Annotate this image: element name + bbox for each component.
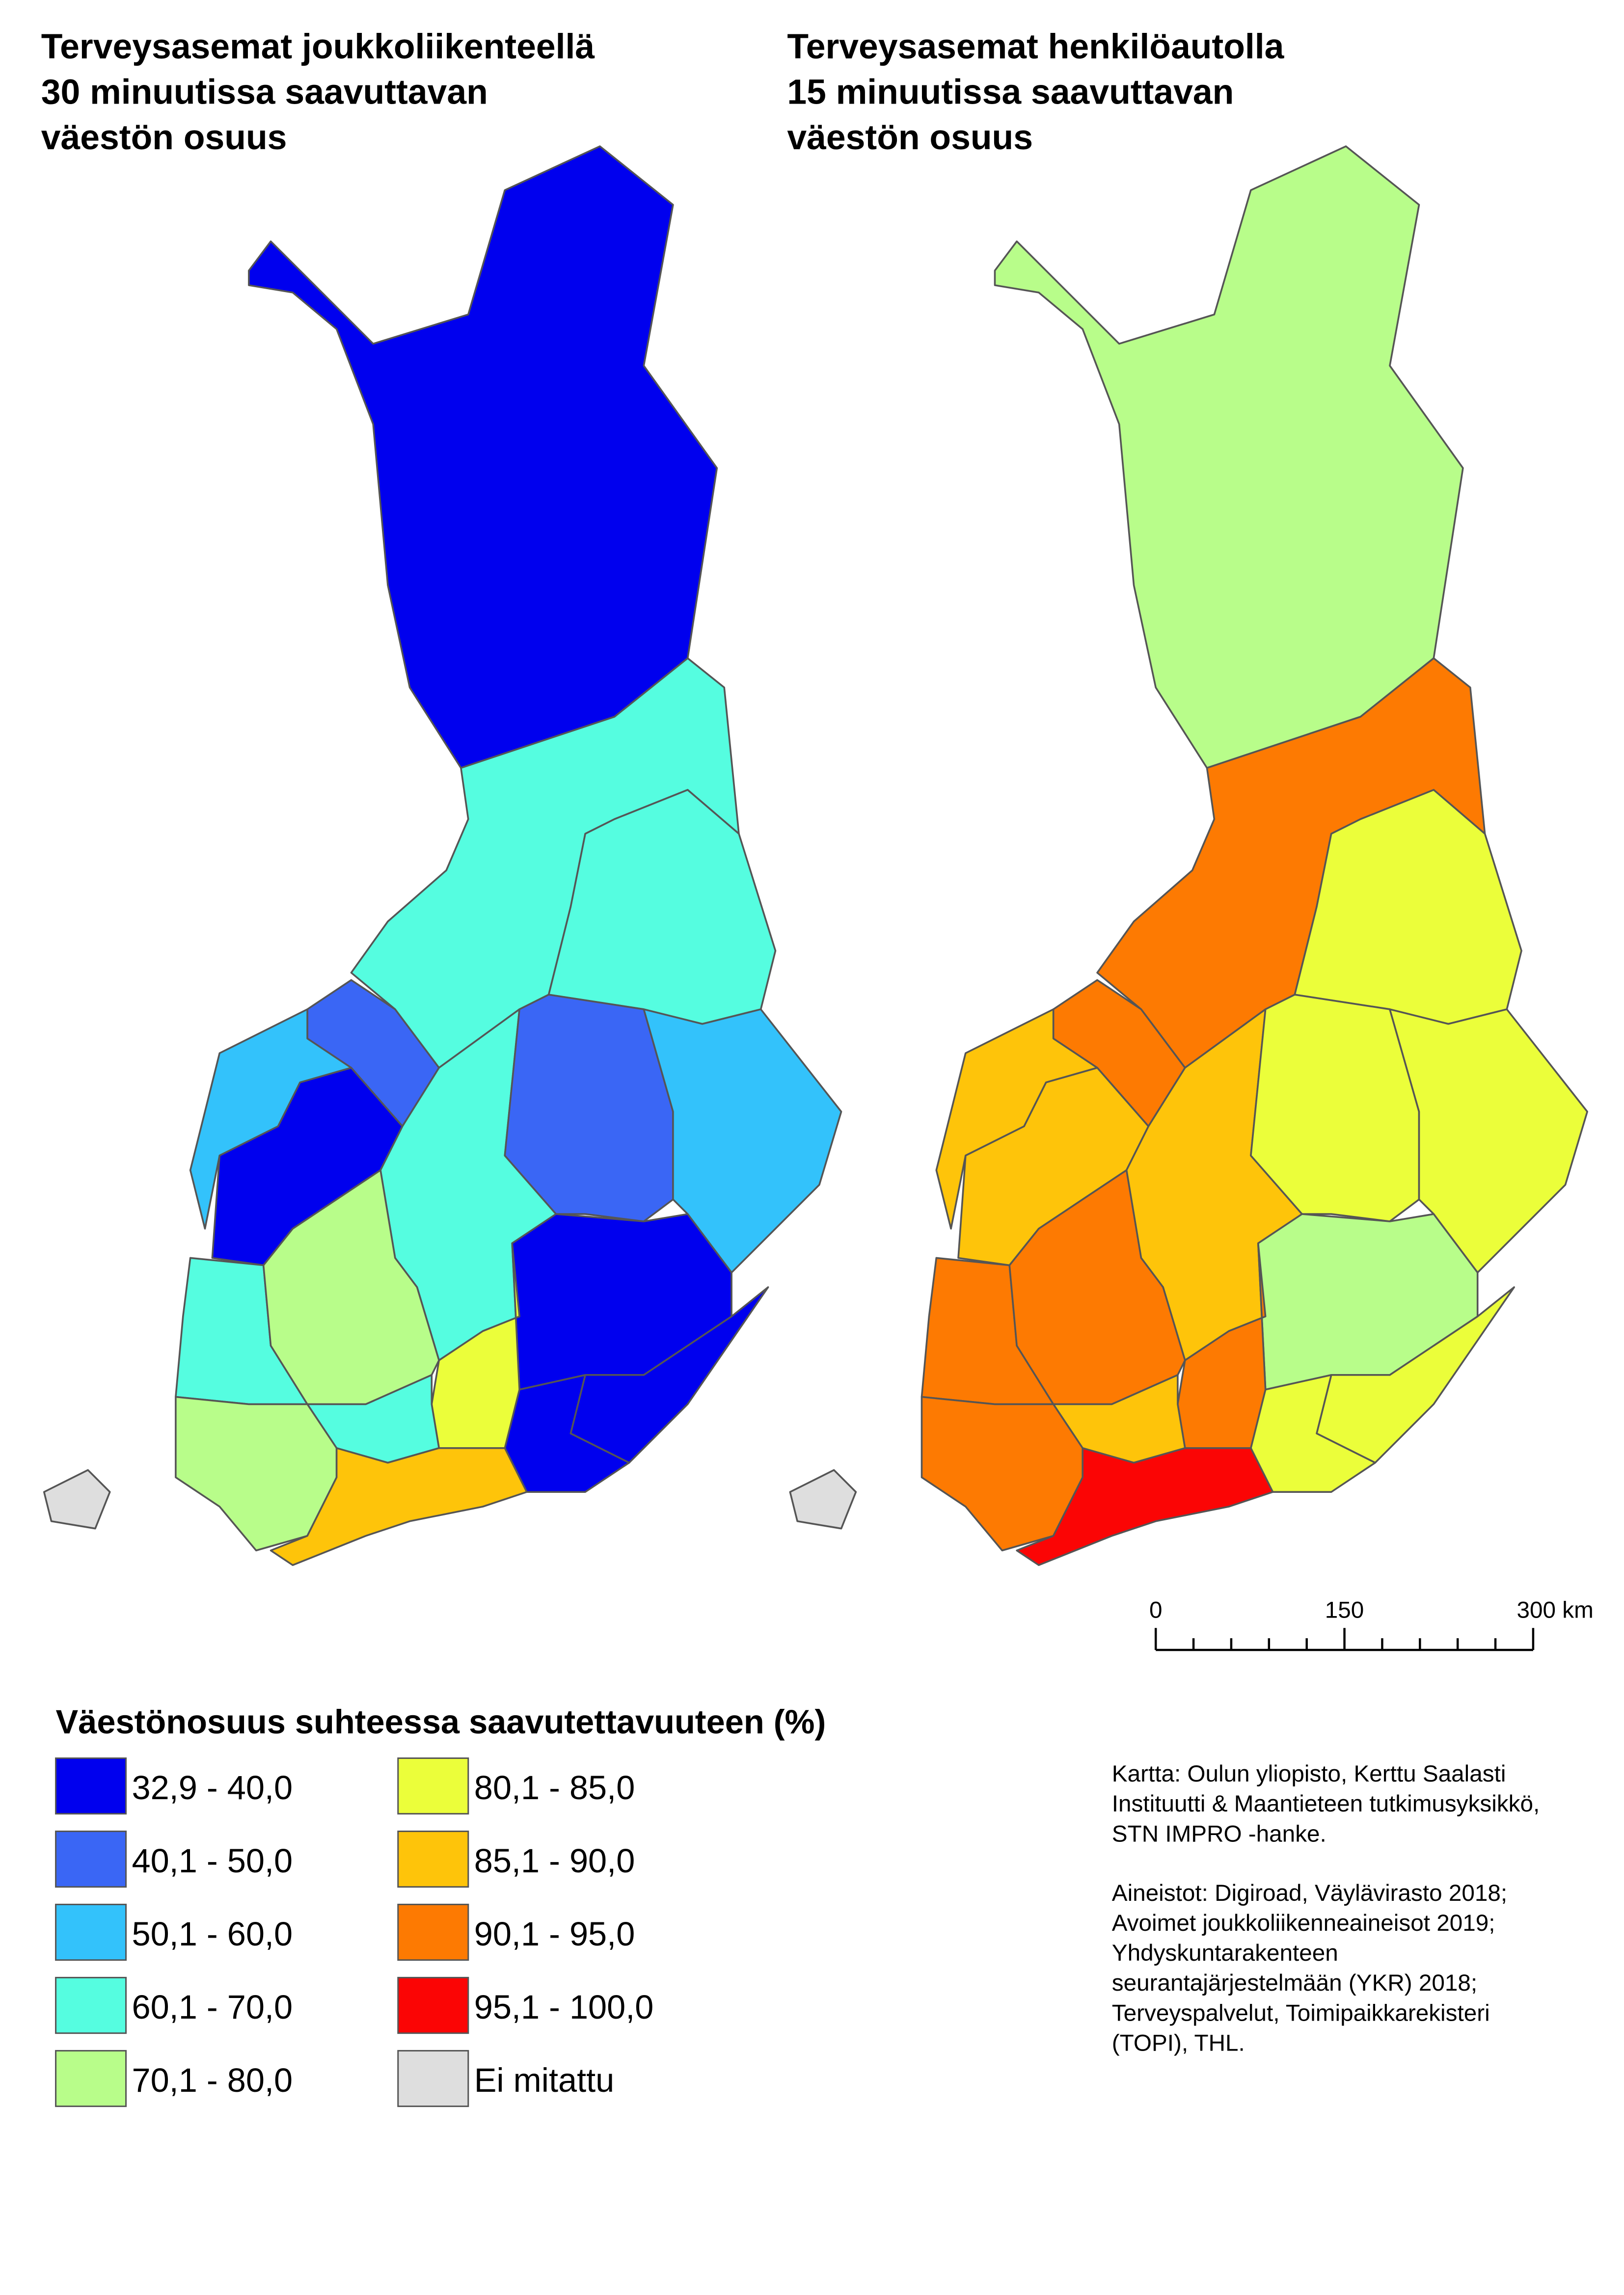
- scale-label: 0: [1149, 1597, 1163, 1623]
- region: [643, 1008, 842, 1274]
- legend-label: 95,1 - 100,0: [474, 1988, 654, 2026]
- region: [789, 1469, 857, 1530]
- legend-title: Väestönosuus suhteessa saavutettavuuteen…: [56, 1703, 826, 1741]
- legend-label: 80,1 - 85,0: [474, 1769, 635, 1807]
- map-title: 15 minuutissa saavuttavan: [787, 73, 1234, 112]
- legend-swatch: [55, 1830, 127, 1888]
- credit-text: Instituutti & Maantieteen tutkimusyksikk…: [1112, 1791, 1540, 1817]
- legend-swatch: [397, 1830, 469, 1888]
- legend-swatch: [55, 1976, 127, 2034]
- legend-swatch: [55, 1903, 127, 1961]
- region: [1008, 1169, 1186, 1405]
- legend-swatch: [397, 1976, 469, 2034]
- region: [262, 1169, 440, 1405]
- legend-swatch: [397, 1757, 469, 1815]
- credit-text: (TOPI), THL.: [1112, 2030, 1245, 2056]
- map-title: väestön osuus: [41, 118, 287, 157]
- legend-label: 85,1 - 90,0: [474, 1842, 635, 1880]
- legend-label: 50,1 - 60,0: [132, 1915, 293, 1953]
- legend-label: 90,1 - 95,0: [474, 1915, 635, 1953]
- region: [1016, 1447, 1274, 1566]
- region: [43, 1469, 111, 1530]
- credit-text: STN IMPRO -hanke.: [1112, 1821, 1326, 1847]
- legend-swatch: [55, 1757, 127, 1815]
- scale-label: 150: [1325, 1597, 1364, 1623]
- credit-text: Kartta: Oulun yliopisto, Kerttu Saalasti: [1112, 1761, 1506, 1787]
- region: [270, 1447, 528, 1566]
- map-title: Terveysasemat joukkoliikenteellä: [41, 27, 595, 66]
- credit-text: Aineistot: Digiroad, Väylävirasto 2018;: [1112, 1880, 1507, 1906]
- scale-bar: [1154, 1628, 1535, 1651]
- legend-label: 32,9 - 40,0: [132, 1769, 293, 1807]
- map: [43, 145, 842, 1566]
- legend-label: 70,1 - 80,0: [132, 2061, 293, 2099]
- legend-label: Ei mitattu: [474, 2061, 615, 2099]
- region: [1389, 1008, 1588, 1274]
- map-title: 30 minuutissa saavuttavan: [41, 73, 488, 112]
- region: [1250, 994, 1420, 1222]
- legend-swatch: [55, 2050, 127, 2107]
- credit-text: Terveyspalvelut, Toimipaikkarekisteri: [1112, 2000, 1490, 2026]
- credit-text: Avoimet joukkoliikenneaineisot 2019;: [1112, 1910, 1495, 1936]
- map-title: väestön osuus: [787, 118, 1033, 157]
- legend-label: 60,1 - 70,0: [132, 1988, 293, 2026]
- scale-label: 300 km: [1516, 1597, 1593, 1623]
- map: [789, 145, 1588, 1566]
- credit-text: Yhdyskuntarakenteen: [1112, 1940, 1338, 1966]
- credit-text: seurantajärjestelmään (YKR) 2018;: [1112, 1970, 1477, 1996]
- legend-swatch: [397, 2050, 469, 2107]
- legend-swatch: [397, 1903, 469, 1961]
- region: [504, 994, 674, 1222]
- map-title: Terveysasemat henkilöautolla: [787, 27, 1284, 66]
- legend-label: 40,1 - 50,0: [132, 1842, 293, 1880]
